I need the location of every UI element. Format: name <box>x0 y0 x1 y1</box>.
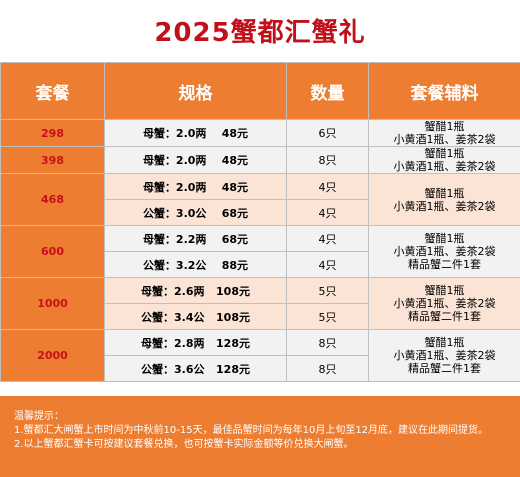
package-price: 298 <box>0 119 105 147</box>
table-row: 298 母蟹：2.0两 48元 6只 蟹醋1瓶 小黄酒1瓶、姜茶2袋 <box>0 119 520 147</box>
header-qty: 数量 <box>286 62 369 120</box>
spec-cell: 母蟹：2.8两 128元 <box>104 329 287 356</box>
qty-cell: 8只 <box>286 355 369 382</box>
package-price: 1000 <box>0 277 105 330</box>
accessories-cell: 蟹醋1瓶 小黄酒1瓶、姜茶2袋 <box>368 119 520 147</box>
package-price: 600 <box>0 225 105 278</box>
header-row: 套餐 规格 数量 套餐辅料 <box>0 62 520 120</box>
qty-cell: 5只 <box>286 277 369 304</box>
accessories-cell: 蟹醋1瓶 小黄酒1瓶、姜茶2袋 精品蟹二件1套 <box>368 277 520 330</box>
spec-cell: 公蟹：3.6公 128元 <box>104 355 287 382</box>
qty-cell: 4只 <box>286 225 369 252</box>
spec-cell: 公蟹：3.0公 68元 <box>104 199 287 226</box>
qty-cell: 5只 <box>286 303 369 330</box>
header-spec: 规格 <box>104 62 287 120</box>
table-row: 2000 母蟹：2.8两 128元 8只 蟹醋1瓶 小黄酒1瓶、姜茶2袋 精品蟹… <box>0 329 520 382</box>
tips-heading: 温馨提示： <box>14 411 64 422</box>
table-row: 公蟹：3.0公 68元 4只 <box>1 199 520 226</box>
header-package: 套餐 <box>0 62 105 120</box>
accessories-cell: 蟹醋1瓶 小黄酒1瓶、姜茶2袋 <box>368 173 520 226</box>
spec-cell: 公蟹：3.4公 108元 <box>104 303 287 330</box>
qty-cell: 4只 <box>286 173 369 200</box>
package-price: 398 <box>0 146 105 174</box>
page-title: 2025蟹都汇蟹礼 <box>0 0 520 62</box>
qty-cell: 4只 <box>286 251 369 278</box>
spec-cell: 母蟹：2.2两 68元 <box>104 225 287 252</box>
accessories-cell: 蟹醋1瓶 小黄酒1瓶、姜茶2袋 精品蟹二件1套 <box>368 225 520 278</box>
package-price: 468 <box>0 173 105 226</box>
spec-cell: 母蟹：2.0两 48元 <box>104 173 287 200</box>
spec-cell: 公蟹：3.2公 88元 <box>104 251 287 278</box>
table-row: 公蟹：3.2公 88元 4只 <box>1 251 520 278</box>
qty-cell: 4只 <box>286 199 369 226</box>
table-row: 600 母蟹：2.2两 68元 4只 蟹醋1瓶 小黄酒1瓶、姜茶2袋 精品蟹二件… <box>0 225 520 278</box>
table-row: 398 母蟹：2.0两 48元 8只 蟹醋1瓶 小黄酒1瓶、姜茶2袋 <box>0 146 520 174</box>
qty-cell: 6只 <box>286 119 369 147</box>
table-row: 1000 母蟹：2.6两 108元 5只 蟹醋1瓶 小黄酒1瓶、姜茶2袋 精品蟹… <box>0 277 520 330</box>
tips-line: 1.蟹都汇大闸蟹上市时间为中秋前10-15天，最佳品蟹时间为每年10月上旬至12… <box>14 425 489 436</box>
table-row: 公蟹：3.6公 128元 8只 <box>1 355 520 382</box>
qty-cell: 8只 <box>286 329 369 356</box>
table-row: 公蟹：3.4公 108元 5只 <box>1 303 520 330</box>
table-row: 468 母蟹：2.0两 48元 4只 蟹醋1瓶 小黄酒1瓶、姜茶2袋 <box>0 173 520 226</box>
spec-cell: 母蟹：2.6两 108元 <box>104 277 287 304</box>
tips-box: 温馨提示： 1.蟹都汇大闸蟹上市时间为中秋前10-15天，最佳品蟹时间为每年10… <box>0 396 520 477</box>
package-table: 套餐 规格 数量 套餐辅料 298 母蟹：2.0两 48元 6只 蟹醋1瓶 小黄… <box>0 62 520 382</box>
spec-cell: 母蟹：2.0两 48元 <box>104 119 287 147</box>
spec-cell: 母蟹：2.0两 48元 <box>104 146 287 174</box>
tips-line: 2.以上蟹都汇蟹卡可按建议套餐兑换，也可按蟹卡实际金额等价兑换大闸蟹。 <box>14 439 354 450</box>
accessories-cell: 蟹醋1瓶 小黄酒1瓶、姜茶2袋 <box>368 146 520 174</box>
qty-cell: 8只 <box>286 146 369 174</box>
header-accessories: 套餐辅料 <box>368 62 520 120</box>
package-price: 2000 <box>0 329 105 382</box>
accessories-cell: 蟹醋1瓶 小黄酒1瓶、姜茶2袋 精品蟹二件1套 <box>368 329 520 382</box>
